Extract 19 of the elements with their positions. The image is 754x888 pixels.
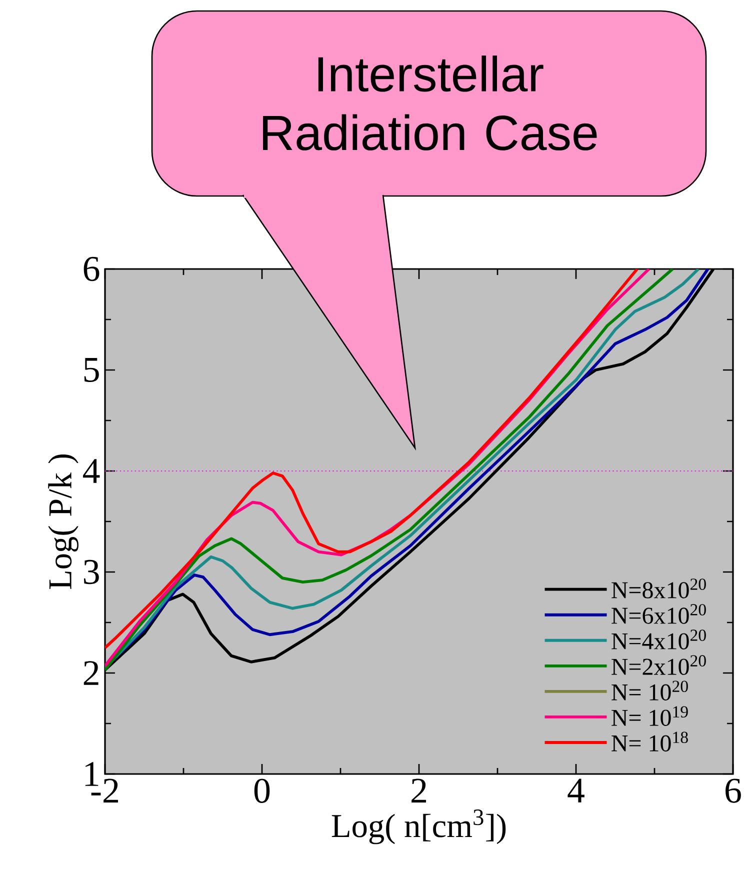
y-tick-label: 6 [84, 256, 100, 282]
legend-label: N= 10$^{20}$ [612, 680, 688, 700]
x-tick-label: 4 [568, 778, 584, 802]
x-tick-label: 6 [726, 778, 741, 803]
y-tick-label: 2 [84, 661, 98, 685]
y-tick-label: 5 [84, 358, 99, 382]
x-axis-title: Log( n[cm$^{3}$]) [332, 809, 506, 844]
y-tick-label: 3 [84, 560, 99, 584]
legend-label: N=6x10$^{20}$ [612, 604, 706, 624]
y-axis-title: Log( P/k ) [48, 454, 78, 590]
x-tick-label: 2 [412, 778, 426, 803]
legend-label: N=8x10$^{20}$ [612, 578, 706, 598]
legend-label: N=2x10$^{20}$ [612, 655, 706, 675]
legend-label: N= 10$^{19}$ [612, 706, 688, 726]
y-tick-label: 4 [83, 459, 100, 483]
legend-label: N= 10$^{18}$ [612, 732, 688, 752]
legend-label: N=4x10$^{20}$ [612, 630, 706, 650]
x-tick-label: 0 [254, 778, 270, 804]
text: Interstellar Radiation Case [263, 56, 597, 150]
